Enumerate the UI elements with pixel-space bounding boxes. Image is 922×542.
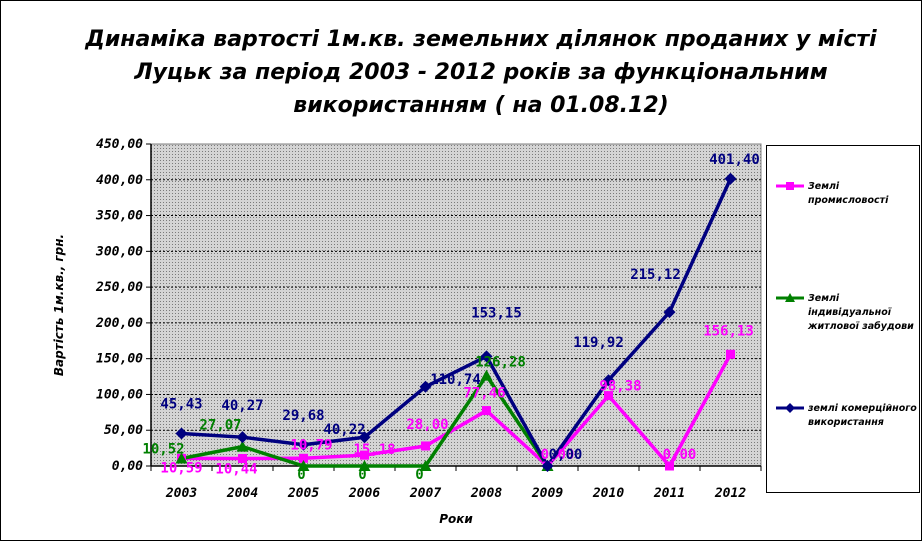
legend-symbol-residential <box>775 292 805 304</box>
data-label: 110,74 <box>430 372 481 388</box>
data-label: 153,15 <box>471 305 522 321</box>
data-label: 215,12 <box>630 267 681 283</box>
x-tick-label: 2011 <box>653 486 685 501</box>
data-label: 29,68 <box>282 408 324 424</box>
data-label: 28,00 <box>406 417 448 433</box>
y-tick-label: 100,00 <box>96 387 143 402</box>
data-label: 0 <box>358 467 366 483</box>
y-tick-label: 400,00 <box>96 173 143 188</box>
legend-label-commercial: землі комерційного використання <box>808 402 920 430</box>
data-label: 40,27 <box>221 398 263 414</box>
data-label: 77,46 <box>463 386 505 402</box>
data-label: 98,38 <box>599 379 641 395</box>
data-label: 40,22 <box>323 422 365 438</box>
data-label: 10,79 <box>290 437 332 453</box>
y-tick-label: 150,00 <box>96 352 143 367</box>
x-tick-label: 2012 <box>714 486 746 501</box>
data-label: 10,59 <box>160 460 202 476</box>
y-axis-title: Вартість 1м.кв., грн. <box>52 234 66 376</box>
y-tick-label: 350,00 <box>95 209 143 224</box>
data-point-square <box>726 350 735 359</box>
data-label: 10,52 <box>142 441 184 457</box>
legend-symbol-industrial <box>775 180 805 192</box>
legend: Землі промисловості Землі індивідуальної… <box>766 145 920 493</box>
legend-symbol-commercial <box>775 402 805 414</box>
data-label: 0,00 <box>663 447 697 463</box>
x-tick-label: 2010 <box>592 486 624 501</box>
y-tick-label: 250,00 <box>95 280 143 295</box>
x-tick-label: 2005 <box>287 486 319 501</box>
legend-label-industrial: Землі промисловості <box>808 180 920 208</box>
x-tick-labels: 2003 2004 2005 2006 2007 2008 2009 2010 2011 2012 <box>165 486 746 501</box>
data-point-square <box>482 406 491 415</box>
x-tick-label: 2008 <box>470 486 502 501</box>
y-tick-label: 450,00 <box>96 137 143 152</box>
y-tick-label: 200,00 <box>95 316 143 331</box>
data-label: 126,28 <box>475 355 526 371</box>
data-label: 0 <box>415 467 423 483</box>
x-tick-label: 2009 <box>531 486 563 501</box>
data-label: 0 <box>297 467 305 483</box>
x-tick-label: 2004 <box>226 486 258 501</box>
x-axis-title: Роки <box>439 512 473 526</box>
data-label: 15,18 <box>353 442 395 458</box>
data-label: 401,40 <box>709 152 760 168</box>
data-label: 45,43 <box>160 396 202 412</box>
y-tick-label: 0,00 <box>112 459 143 474</box>
data-label: 10,44 <box>215 462 257 478</box>
legend-label-residential: Землі індивідуальної житлової забудови <box>808 292 920 334</box>
x-tick-label: 2006 <box>348 486 380 501</box>
y-tick-label: 300,00 <box>95 244 143 259</box>
x-tick-label: 2007 <box>409 486 441 501</box>
data-label: 27,07 <box>199 418 241 434</box>
data-label: 156,13 <box>703 323 754 339</box>
data-point-square <box>421 441 430 450</box>
x-tick-label: 2003 <box>165 486 197 501</box>
data-label: 119,92 <box>573 335 624 351</box>
data-label: 0,00 <box>549 447 583 463</box>
y-tick-labels: 0,00 50,00 100,00 150,00 200,00 250,00 300,00 3… <box>95 137 143 474</box>
y-tick-label: 50,00 <box>104 423 143 438</box>
